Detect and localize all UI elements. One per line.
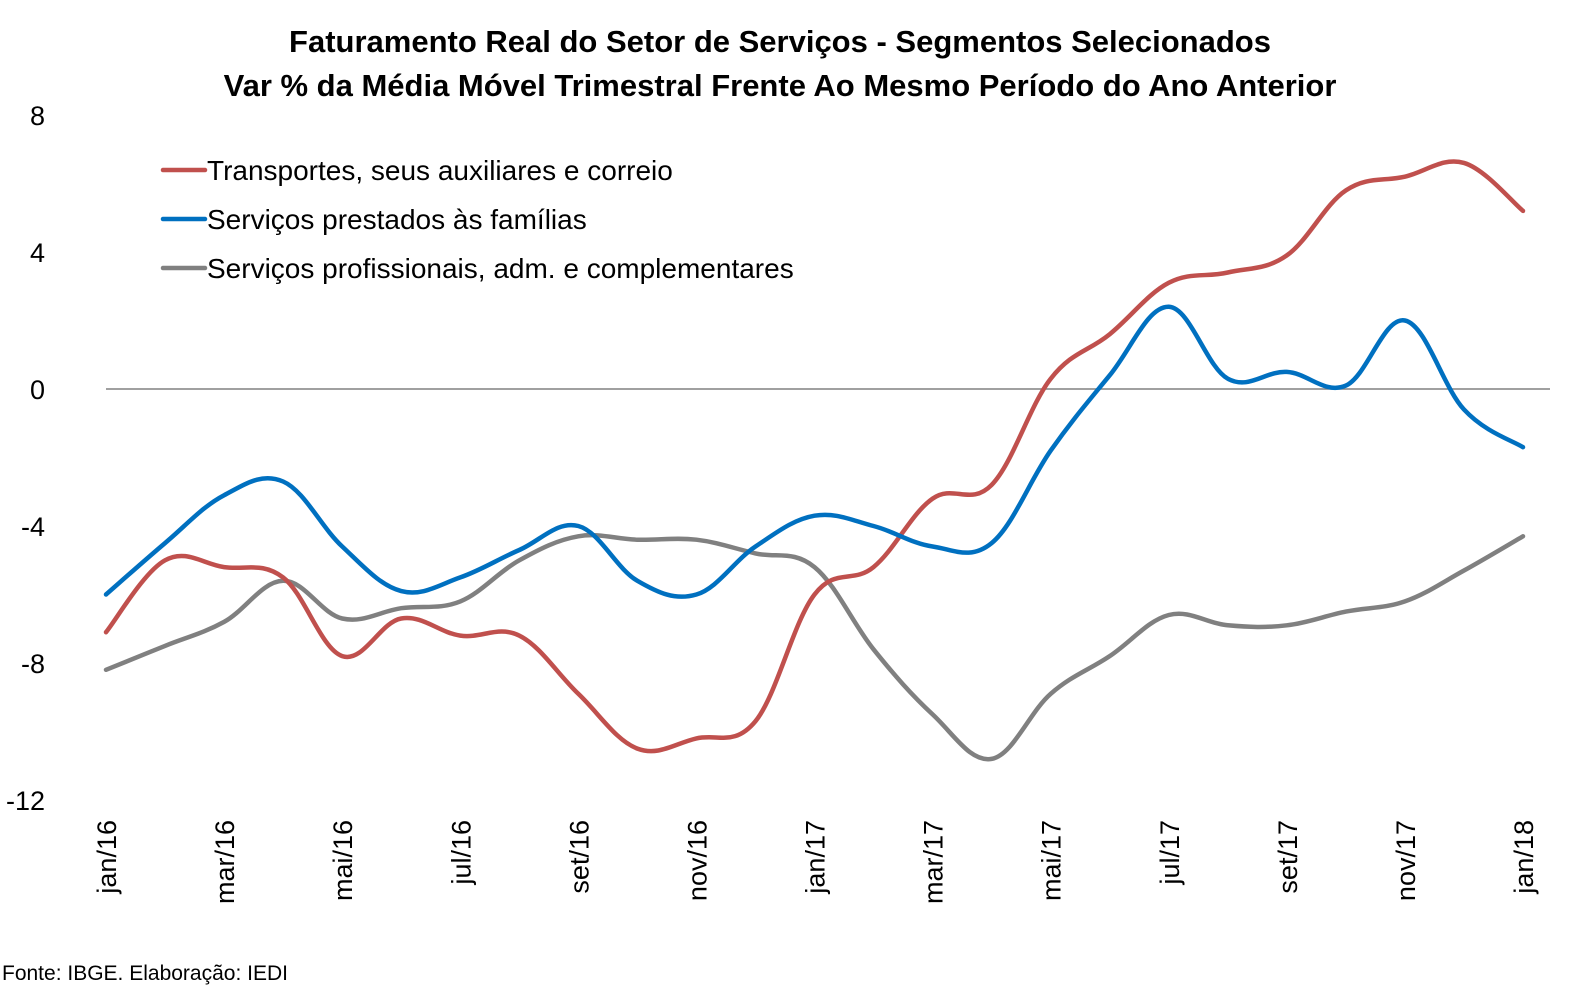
x-tick-label: jul/16 [446, 820, 476, 886]
chart-subtitle: Var % da Média Móvel Trimestral Frente A… [224, 68, 1337, 103]
y-tick-label: -8 [21, 649, 45, 679]
series-group [103, 159, 1526, 762]
legend: Transportes, seus auxiliares e correio Se… [160, 155, 794, 284]
y-tick-label: -4 [21, 512, 45, 542]
x-axis: jan/16 mar/16 mai/16 jul/16 set/16 nov/16 jan/… [92, 820, 1539, 904]
x-tick-label: jan/16 [92, 820, 122, 895]
x-tick-label: mar/17 [919, 820, 949, 904]
legend-label: Serviços profissionais, adm. e complemen… [207, 253, 794, 284]
series-line-servicos-familias [103, 304, 1526, 599]
y-axis: -12 -8 -4 0 4 8 [6, 101, 45, 816]
y-tick-label: 8 [30, 101, 45, 131]
x-tick-label: set/16 [564, 820, 594, 894]
y-tick-label: 0 [30, 375, 45, 405]
y-tick-label: -12 [6, 786, 45, 816]
series-line-transportes [103, 159, 1526, 754]
x-tick-label: jan/17 [801, 820, 831, 895]
x-tick-label: jul/17 [1155, 820, 1185, 886]
x-tick-label: nov/16 [682, 820, 712, 901]
x-tick-label: jan/18 [1509, 820, 1539, 895]
x-tick-label: nov/17 [1391, 820, 1421, 901]
x-tick-label: mar/16 [210, 820, 240, 904]
y-tick-label: 4 [30, 238, 45, 268]
legend-label: Transportes, seus auxiliares e correio [207, 155, 673, 186]
x-tick-label: mai/17 [1037, 820, 1067, 901]
series-line-servicos-profissionais [103, 532, 1526, 762]
source-note: Fonte: IBGE. Elaboração: IEDI [2, 962, 288, 985]
x-tick-label: set/17 [1273, 820, 1303, 894]
legend-label: Serviços prestados às famílias [207, 204, 587, 235]
x-tick-label: mai/16 [328, 820, 358, 901]
chart-title: Faturamento Real do Setor de Serviços - … [289, 24, 1271, 59]
